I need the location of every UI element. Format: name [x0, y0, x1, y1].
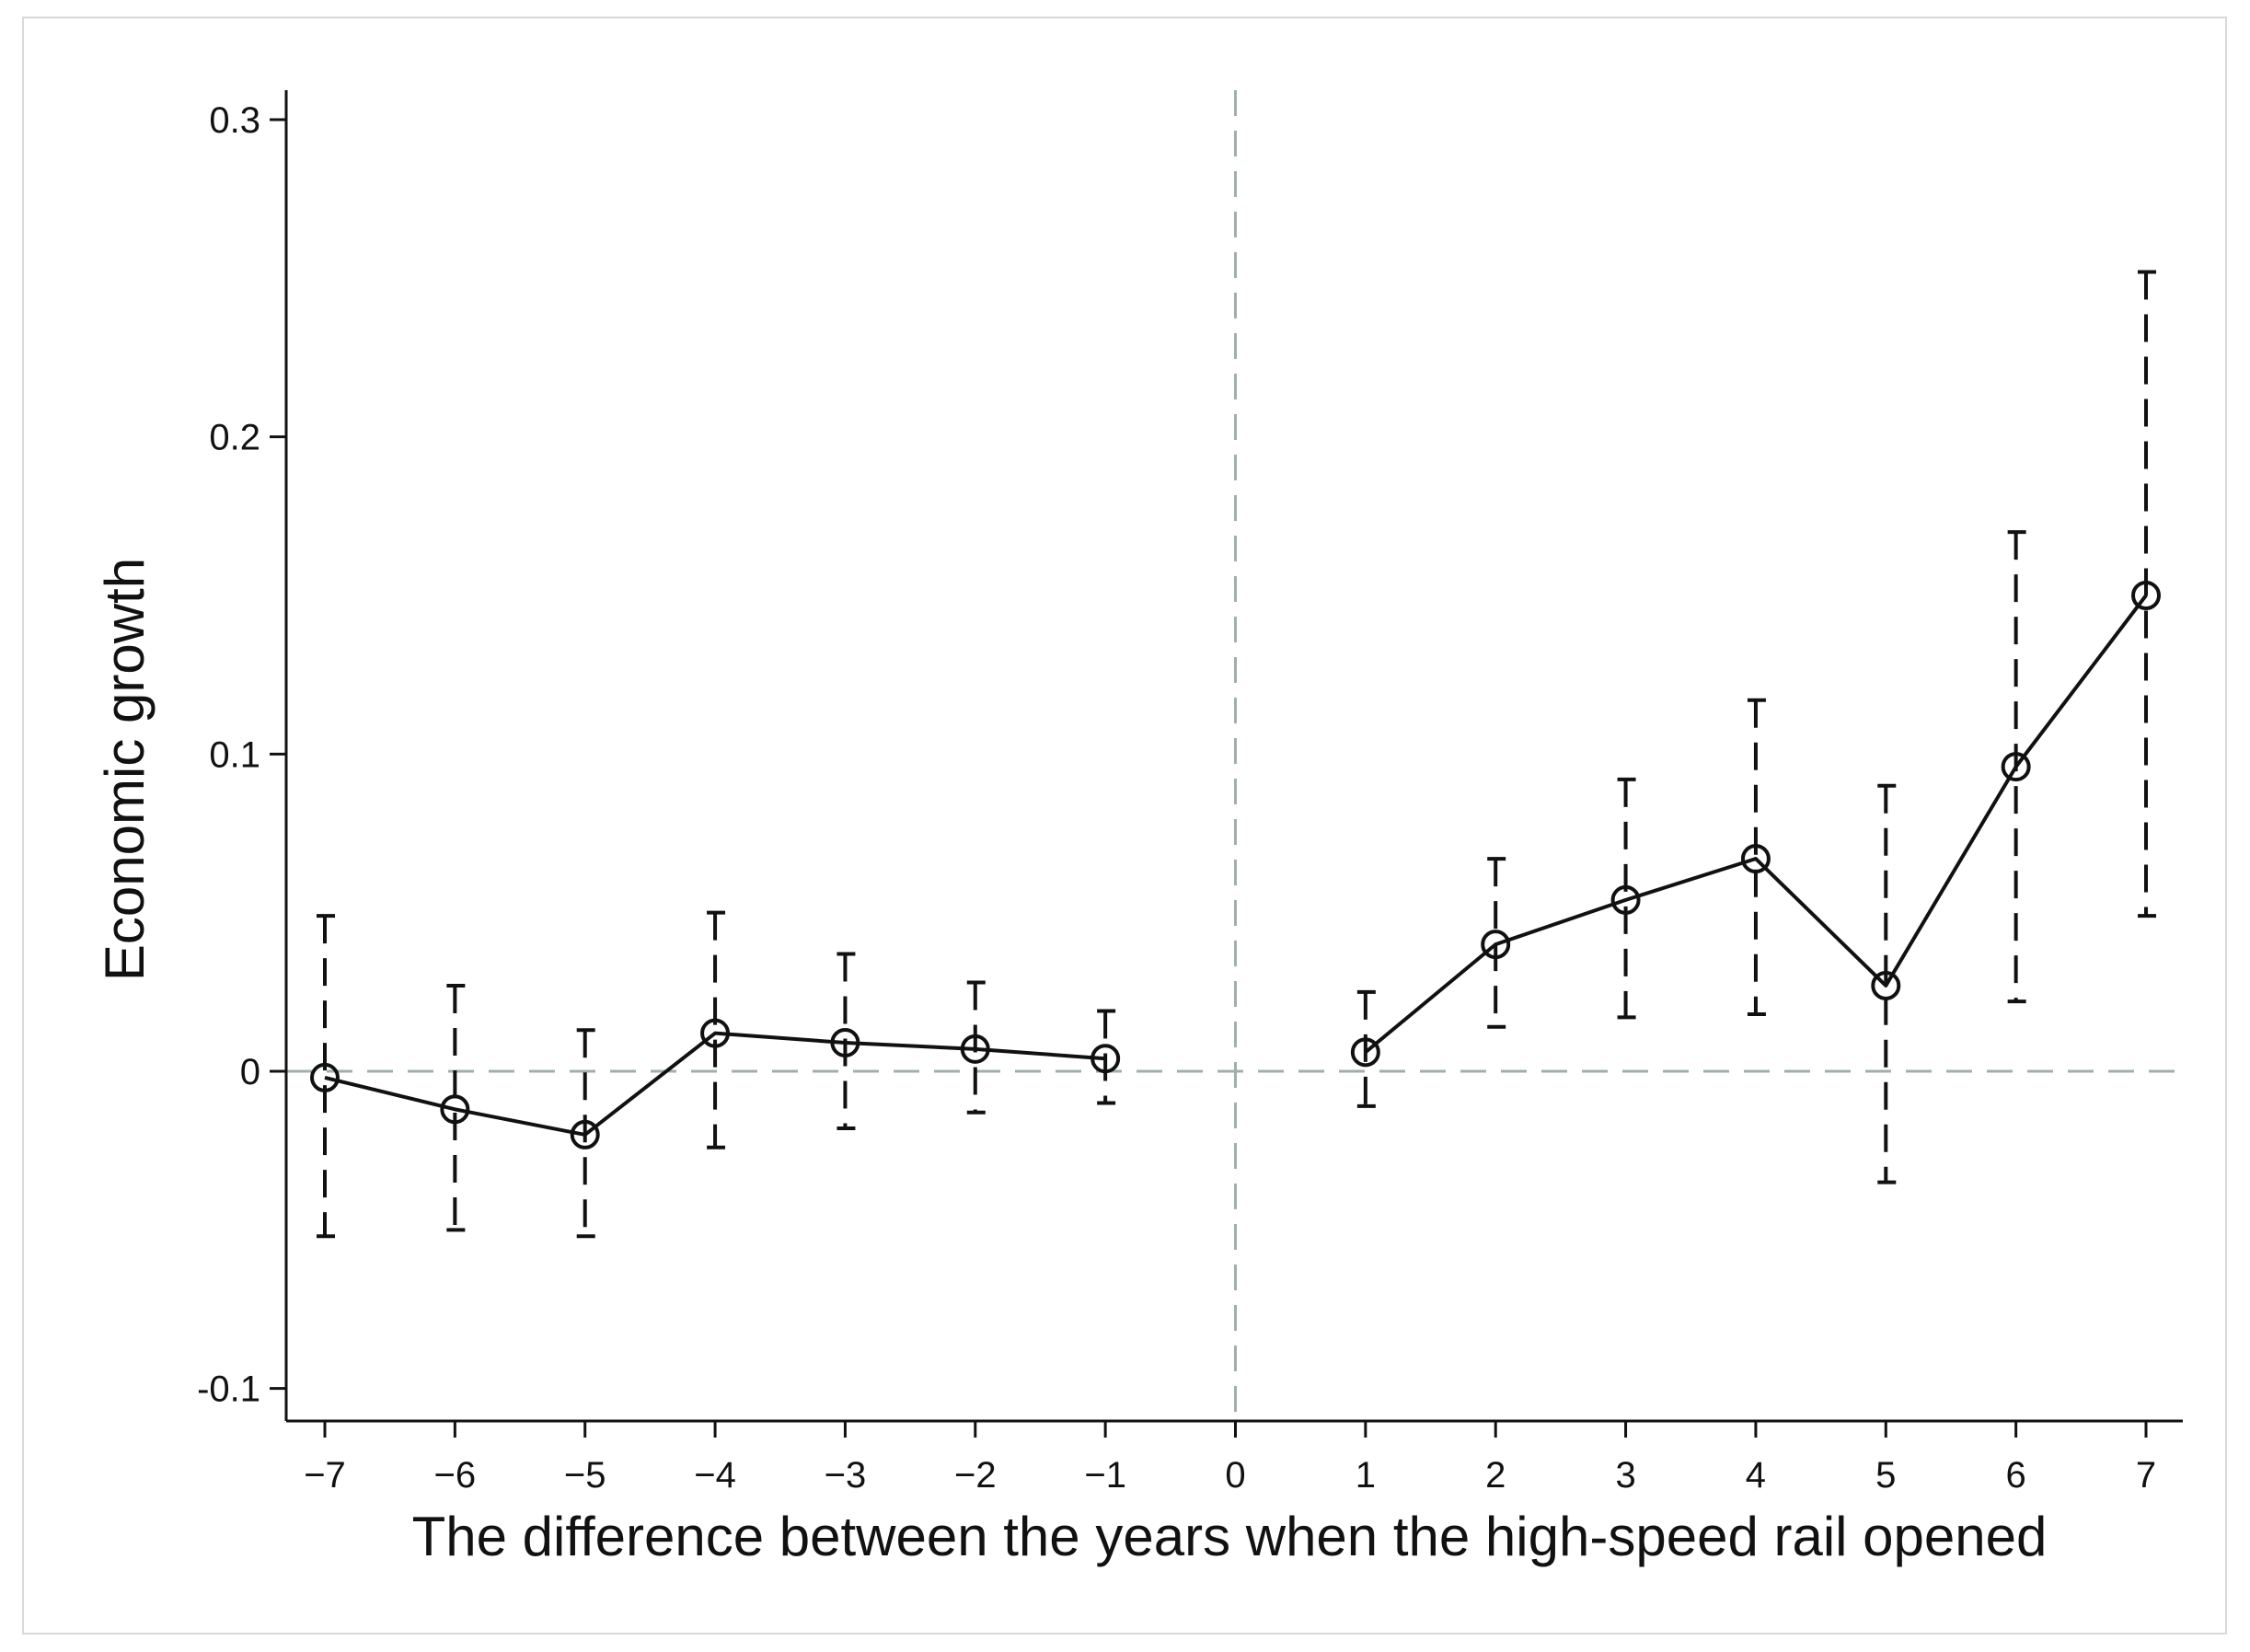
chart-frame: -0.1 0 0.1 0.2 0.3 −7 −6 −5 −4 −3 −2 −1 0 1 2 3 4 5 6 7 Ec…: [22, 17, 2227, 1635]
reference-lines: [286, 90, 2183, 1421]
x-tick-label: −5: [564, 1455, 606, 1496]
data-point: [1090, 1044, 1121, 1074]
x-tick-label: 2: [1485, 1455, 1506, 1496]
x-tick-label: 1: [1356, 1455, 1376, 1496]
data-point: [440, 1094, 470, 1125]
data-point: [1481, 930, 1511, 960]
data-point: [570, 1119, 600, 1149]
data-point: [960, 1034, 990, 1064]
x-tick-label: −3: [825, 1455, 867, 1496]
data-point: [1740, 844, 1771, 874]
x-tick-label: −1: [1084, 1455, 1126, 1496]
x-tick-label: 3: [1615, 1455, 1635, 1496]
y-tick-label: 0.1: [209, 734, 260, 775]
chart-svg: -0.1 0 0.1 0.2 0.3 −7 −6 −5 −4 −3 −2 −1 0 1 2 3 4 5 6 7 Ec…: [94, 90, 2183, 1567]
x-tick-label: −7: [304, 1455, 346, 1496]
data-point: [1871, 970, 1901, 1000]
y-tick-label: 0: [240, 1052, 260, 1092]
series-line-pre-opening: [324, 1031, 1106, 1137]
y-tick-label: 0.2: [209, 418, 260, 458]
data-point: [2131, 581, 2161, 610]
axes: -0.1 0 0.1 0.2 0.3 −7 −6 −5 −4 −3 −2 −1 0 1 2 3 4 5 6 7: [197, 90, 2183, 1496]
point-markers: [310, 581, 2161, 1149]
x-tick-label: 5: [1875, 1455, 1896, 1496]
x-tick-label: −6: [434, 1455, 477, 1496]
x-tick-label: 7: [2136, 1455, 2156, 1496]
x-axis-title: The difference between the years when th…: [412, 1506, 2048, 1567]
x-tick-label: −2: [954, 1455, 997, 1496]
y-tick-label: -0.1: [197, 1369, 260, 1410]
y-ticks: -0.1 0 0.1 0.2 0.3: [197, 100, 286, 1410]
series-lines: [324, 594, 2148, 1137]
data-point: [1610, 884, 1641, 915]
y-axis-title: Economic growth: [94, 558, 156, 981]
y-tick-label: 0.3: [209, 100, 260, 141]
x-tick-label: 6: [2006, 1455, 2026, 1496]
data-point: [830, 1027, 860, 1057]
data-point: [1350, 1037, 1380, 1068]
data-point: [700, 1018, 731, 1048]
x-tick-label: 4: [1746, 1455, 1766, 1496]
data-point: [2001, 752, 2031, 782]
x-ticks: −7 −6 −5 −4 −3 −2 −1 0 1 2 3 4 5 6 7: [304, 1421, 2156, 1496]
x-tick-label: −4: [694, 1455, 736, 1496]
data-point: [310, 1062, 340, 1092]
series-line-post-opening: [1364, 594, 2148, 1054]
x-tick-label: 0: [1225, 1455, 1245, 1496]
